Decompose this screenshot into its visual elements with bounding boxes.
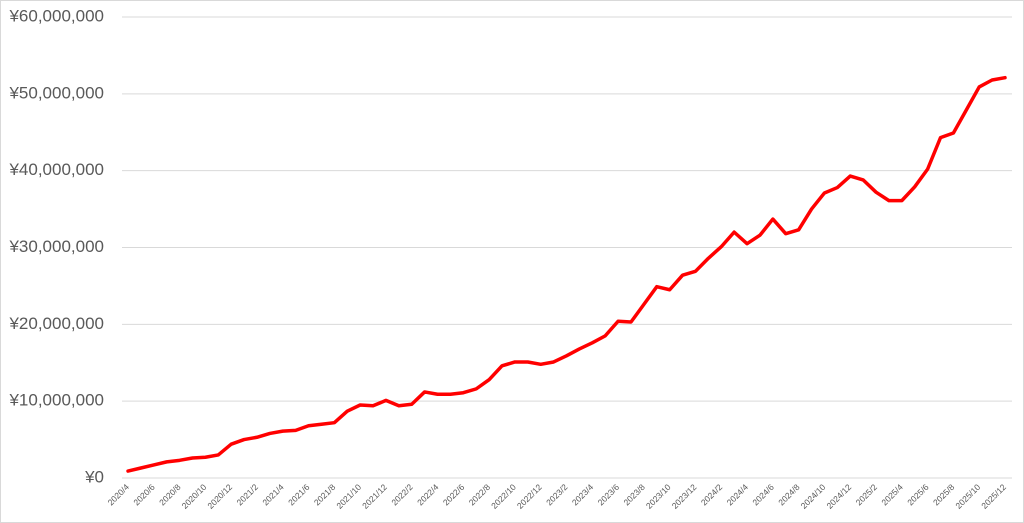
y-tick-label: ¥60,000,000: [8, 6, 104, 25]
y-tick-label: ¥10,000,000: [8, 391, 104, 410]
y-tick-label: ¥0: [84, 467, 104, 486]
y-tick-label: ¥40,000,000: [8, 160, 104, 179]
y-tick-label: ¥50,000,000: [8, 83, 104, 102]
y-tick-label: ¥30,000,000: [8, 237, 104, 256]
data-line: [126, 75, 1007, 473]
y-tick-label: ¥20,000,000: [8, 314, 104, 333]
